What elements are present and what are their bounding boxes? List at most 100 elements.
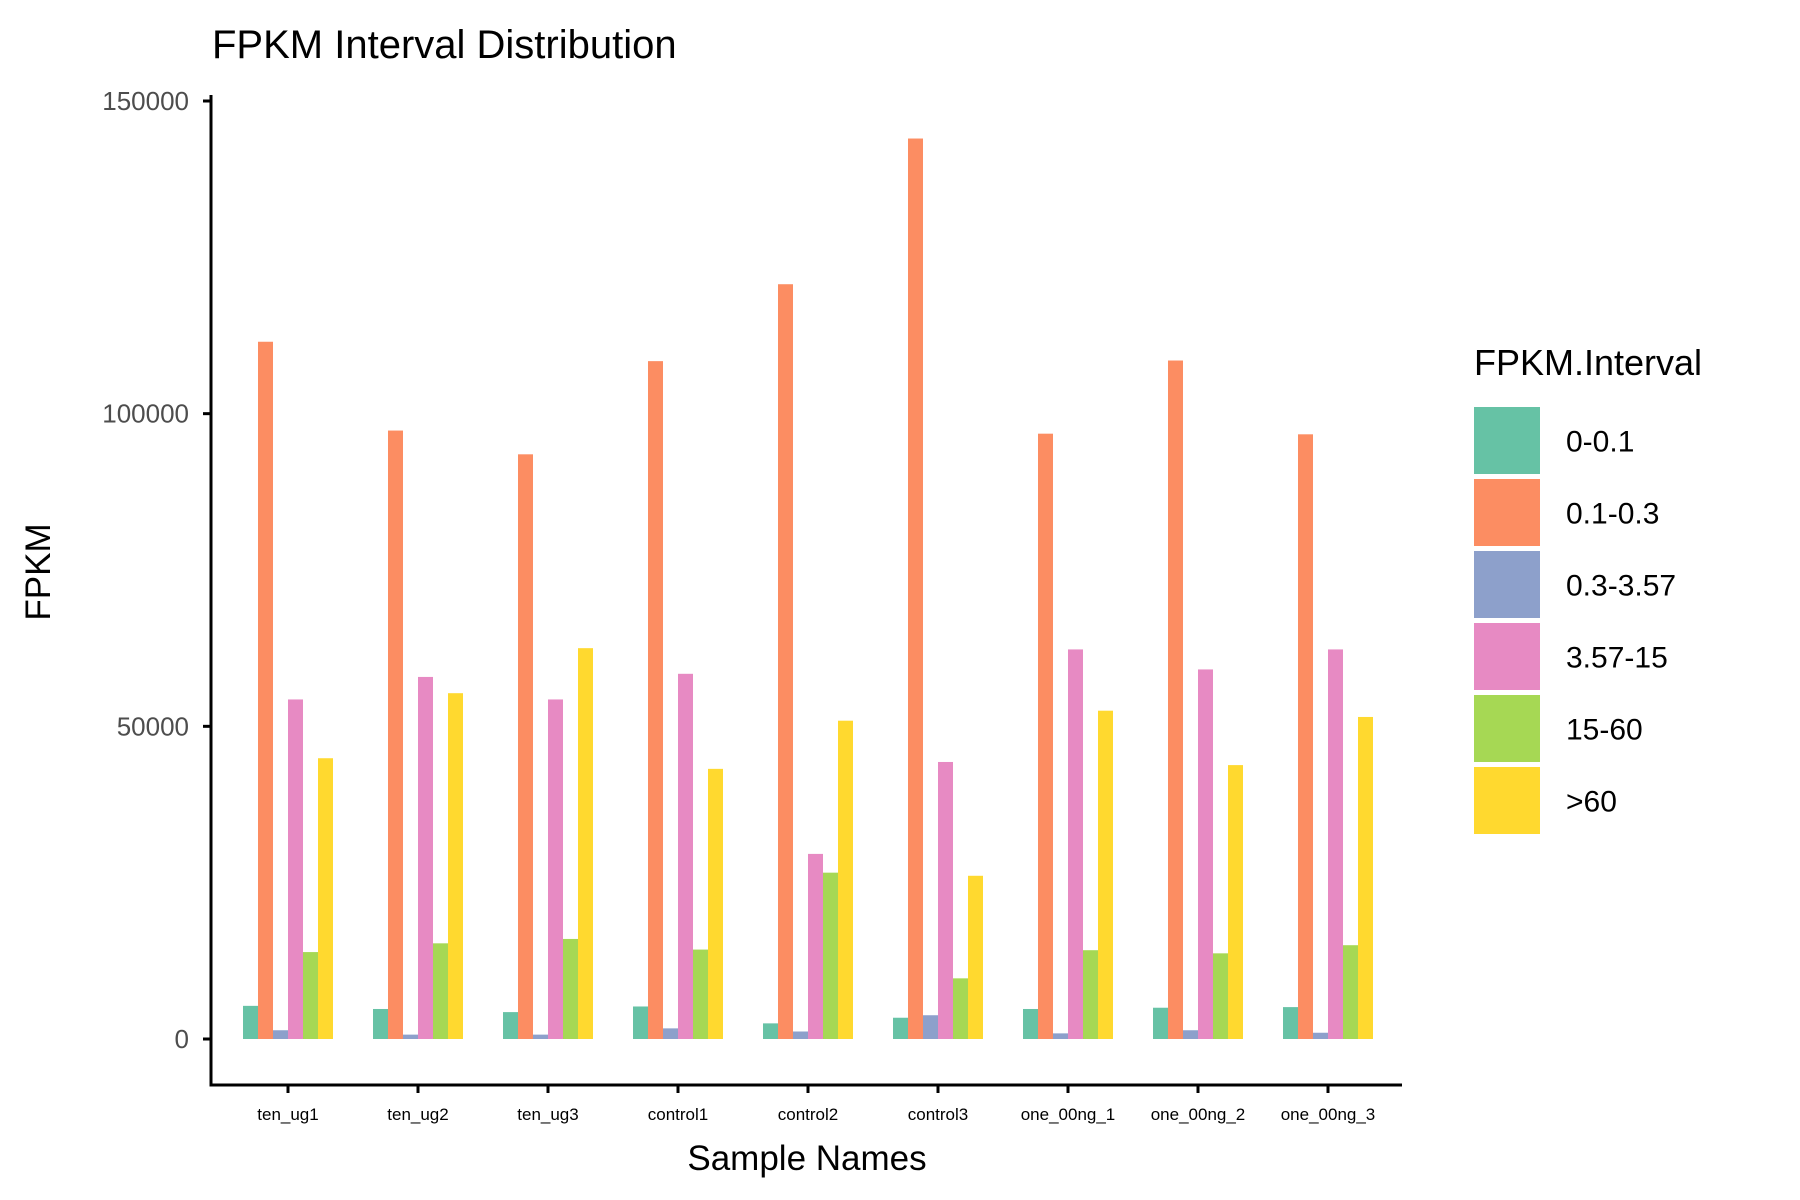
x-ticks-layer: ten_ug1 ten_ug2 ten_ug3 control1 control2 con…	[257, 1085, 1375, 1124]
bar-ten_ug3-0.3-3.57	[533, 1034, 548, 1039]
bar-ten_ug2->60	[448, 693, 463, 1039]
legend-key	[1474, 407, 1540, 474]
bar-one_00ng_3-15-60	[1343, 945, 1358, 1039]
bar-group-one_00ng_2	[1153, 360, 1243, 1040]
legend-item: 3.57-15	[1474, 623, 1668, 690]
y-tick-label: 50000	[117, 711, 189, 741]
bar-one_00ng_2-0.1-0.3	[1168, 360, 1183, 1040]
bar-group-one_00ng_3	[1283, 434, 1373, 1039]
bar-ten_ug3-0.1-0.3	[518, 454, 533, 1039]
bar-control3-0.1-0.3	[908, 138, 923, 1039]
bar-one_00ng_1-0.3-3.57	[1053, 1033, 1068, 1039]
chart-title: FPKM Interval Distribution	[212, 23, 677, 67]
bar-ten_ug1-0.3-3.57	[273, 1030, 288, 1039]
bar-ten_ug2-0.1-0.3	[388, 430, 403, 1039]
legend-key	[1474, 695, 1540, 762]
legend-title: FPKM.Interval	[1474, 342, 1702, 383]
bar-control1-0.3-3.57	[663, 1028, 678, 1039]
bar-one_00ng_3-0-0.1	[1283, 1007, 1298, 1039]
x-tick-label: one_00ng_1	[1021, 1105, 1116, 1124]
bar-control2-0.3-3.57	[793, 1031, 808, 1039]
bar-ten_ug2-0.3-3.57	[403, 1034, 418, 1039]
bar-control2-0-0.1	[763, 1023, 778, 1039]
bar-one_00ng_1->60	[1098, 710, 1113, 1039]
bar-group-control3	[893, 138, 983, 1039]
legend-key	[1474, 767, 1540, 834]
bar-one_00ng_2-0.3-3.57	[1183, 1030, 1198, 1039]
bar-control3-3.57-15	[938, 761, 953, 1039]
legend-item: 0-0.1	[1474, 407, 1634, 474]
bar-ten_ug1-0-0.1	[243, 1005, 258, 1039]
bar-group-ten_ug3	[503, 454, 593, 1039]
bar-one_00ng_2-3.57-15	[1198, 669, 1213, 1039]
y-tick-label: 100000	[102, 399, 189, 429]
bar-control3-0-0.1	[893, 1017, 908, 1039]
bar-ten_ug1-15-60	[303, 952, 318, 1039]
bar-control2-15-60	[823, 872, 838, 1039]
bar-ten_ug3-0-0.1	[503, 1012, 518, 1039]
legend-item: 0.1-0.3	[1474, 479, 1659, 546]
bar-one_00ng_1-3.57-15	[1068, 649, 1083, 1039]
legend-key	[1474, 551, 1540, 618]
x-tick-label: ten_ug2	[387, 1105, 448, 1124]
bar-ten_ug1-0.1-0.3	[258, 341, 273, 1040]
legend-item: 15-60	[1474, 695, 1643, 762]
legend-label: 0.1-0.3	[1566, 498, 1659, 531]
x-tick-label: one_00ng_2	[1151, 1105, 1246, 1124]
x-tick-label: control3	[908, 1105, 968, 1124]
legend-items: 0-0.1 0.1-0.3 0.3-3.57 3.57-15 15-60 >60	[1474, 407, 1676, 834]
bar-control3->60	[968, 875, 983, 1039]
bar-group-ten_ug2	[373, 430, 463, 1039]
bar-ten_ug3->60	[578, 648, 593, 1039]
axes-layer	[209, 95, 1402, 1087]
bar-control2-0.1-0.3	[778, 284, 793, 1039]
bar-ten_ug1->60	[318, 758, 333, 1039]
y-ticks-layer: 0 50000 100000 150000	[102, 86, 211, 1054]
legend: FPKM.Interval 0-0.1 0.1-0.3 0.3-3.57 3.57-1…	[1474, 342, 1702, 834]
bar-group-control2	[763, 284, 853, 1039]
bar-control1-0.1-0.3	[648, 361, 663, 1039]
y-axis-title: FPKM	[19, 523, 58, 620]
bar-group-ten_ug1	[243, 341, 333, 1040]
bar-ten_ug2-0-0.1	[373, 1008, 388, 1039]
legend-label: 0.3-3.57	[1566, 570, 1676, 603]
x-tick-label: ten_ug1	[257, 1105, 318, 1124]
bar-group-one_00ng_1	[1023, 433, 1113, 1039]
bar-one_00ng_2-0-0.1	[1153, 1007, 1168, 1039]
y-tick-label: 150000	[102, 86, 189, 116]
legend-label: 0-0.1	[1566, 426, 1634, 459]
legend-label: >60	[1566, 786, 1617, 819]
bar-one_00ng_3->60	[1358, 716, 1373, 1039]
bar-one_00ng_2->60	[1228, 765, 1243, 1039]
bar-one_00ng_1-15-60	[1083, 950, 1098, 1039]
bar-control1->60	[708, 768, 723, 1039]
y-tick-label: 0	[175, 1024, 189, 1054]
x-axis-title: Sample Names	[687, 1139, 926, 1178]
bars-layer	[243, 138, 1373, 1040]
bar-ten_ug3-15-60	[563, 938, 578, 1039]
bar-control3-0.3-3.57	[923, 1015, 938, 1039]
legend-key	[1474, 479, 1540, 546]
x-tick-label: one_00ng_3	[1281, 1105, 1376, 1124]
bar-control2-3.57-15	[808, 853, 823, 1039]
bar-one_00ng_3-0.3-3.57	[1313, 1032, 1328, 1039]
bar-one_00ng_3-0.1-0.3	[1298, 434, 1313, 1039]
x-tick-label: control1	[648, 1105, 708, 1124]
x-tick-label: ten_ug3	[517, 1105, 578, 1124]
bar-one_00ng_1-0.1-0.3	[1038, 433, 1053, 1039]
legend-key	[1474, 623, 1540, 690]
legend-label: 3.57-15	[1566, 642, 1668, 675]
bar-ten_ug3-3.57-15	[548, 699, 563, 1039]
bar-one_00ng_3-3.57-15	[1328, 649, 1343, 1039]
bar-ten_ug1-3.57-15	[288, 699, 303, 1039]
x-tick-label: control2	[778, 1105, 838, 1124]
bar-one_00ng_1-0-0.1	[1023, 1008, 1038, 1039]
bar-one_00ng_2-15-60	[1213, 953, 1228, 1039]
bar-ten_ug2-15-60	[433, 943, 448, 1039]
bar-control1-15-60	[693, 949, 708, 1039]
bar-control1-0-0.1	[633, 1006, 648, 1039]
bar-control1-3.57-15	[678, 673, 693, 1039]
legend-item: 0.3-3.57	[1474, 551, 1676, 618]
bar-ten_ug2-3.57-15	[418, 676, 433, 1039]
